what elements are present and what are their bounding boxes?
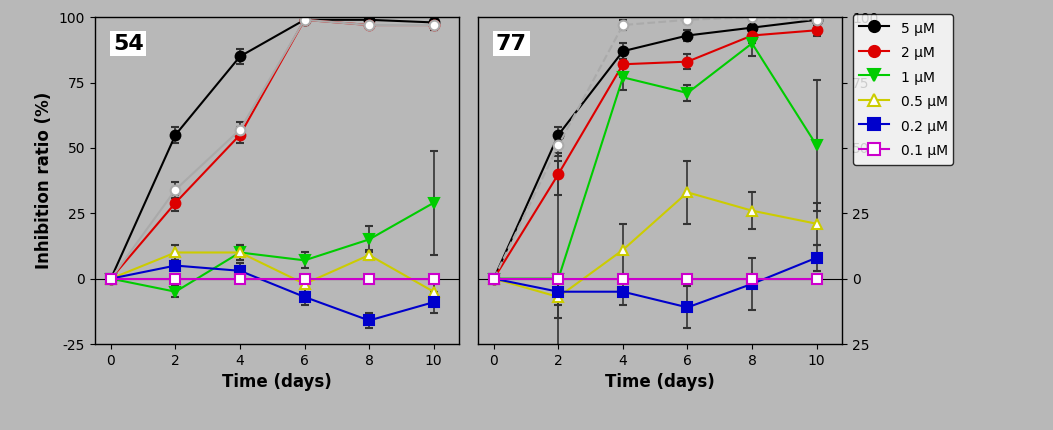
Legend: 5 μM, 2 μM, 1 μM, 0.5 μM, 0.2 μM, 0.1 μM: 5 μM, 2 μM, 1 μM, 0.5 μM, 0.2 μM, 0.1 μM [853, 14, 953, 165]
Text: 54: 54 [113, 34, 144, 54]
Y-axis label: Inhibition ratio (%): Inhibition ratio (%) [35, 92, 53, 269]
X-axis label: Time (days): Time (days) [605, 373, 715, 391]
Text: 77: 77 [496, 34, 526, 54]
X-axis label: Time (days): Time (days) [222, 373, 332, 391]
